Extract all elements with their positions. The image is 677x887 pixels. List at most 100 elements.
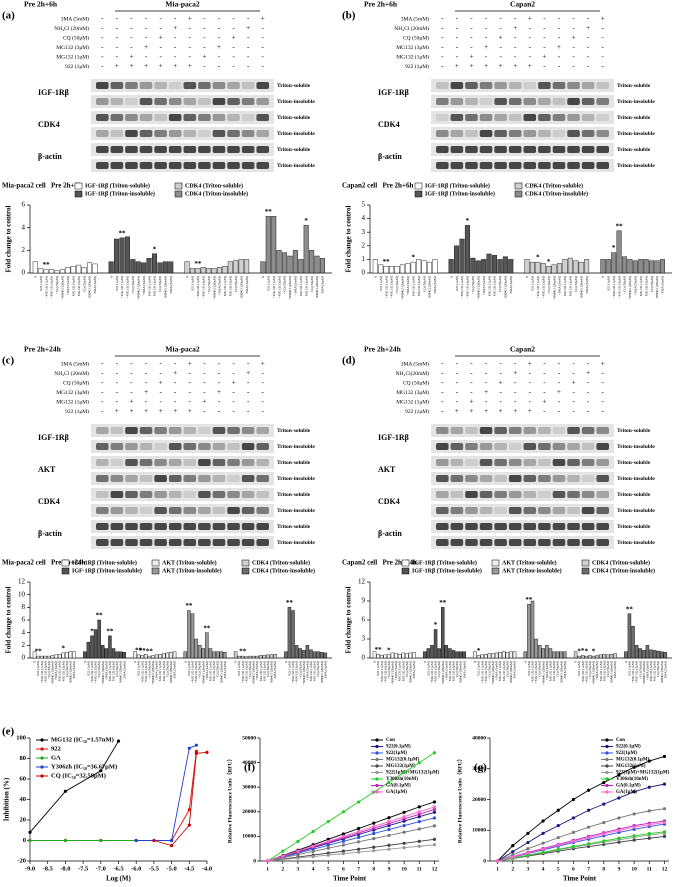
- significance: **: [194, 260, 202, 268]
- category-label: 922 (1μM): [426, 661, 430, 676]
- series-line: [497, 822, 665, 862]
- condition-sign: -: [543, 379, 546, 387]
- point: [402, 815, 406, 819]
- legend-swatch: [401, 567, 410, 575]
- blot-band: [125, 523, 138, 530]
- condition-name: NH₄Cl (20mM): [394, 25, 429, 32]
- point: [357, 826, 361, 831]
- blot-band: [523, 130, 537, 137]
- blot-band: [227, 82, 240, 89]
- bar: [545, 645, 549, 659]
- category-label: CQ (50μM): [234, 276, 238, 292]
- blot-band: [227, 523, 240, 530]
- category-label: +3MA (5mM): [104, 661, 108, 680]
- legend-label: 922(0.1μM): [386, 745, 411, 750]
- category-label: +3MA (5mM): [558, 276, 562, 295]
- legend-marker: [40, 747, 44, 751]
- condition-sign: -: [262, 62, 265, 70]
- y-tick-label: 2: [362, 241, 366, 249]
- condition-sign: -: [145, 53, 148, 61]
- blot-strip: [431, 488, 614, 501]
- blot-band: [508, 539, 522, 546]
- blot-band: [465, 539, 478, 546]
- condition-sign: -: [529, 34, 532, 42]
- condition-sign: -: [558, 379, 561, 387]
- blot-band: [538, 146, 551, 153]
- x-tick-label: 3: [527, 866, 530, 872]
- category-label: NH4Cl (20mM): [579, 276, 583, 298]
- condition-sign: +: [129, 398, 133, 406]
- fraction-label: Triton-soluble: [617, 115, 651, 121]
- blot-band: [552, 98, 566, 105]
- condition-sign: -: [499, 15, 502, 23]
- blot-band: [494, 443, 507, 450]
- legend-label: MG132 (IC₅₀=1.57nM): [51, 736, 114, 743]
- legend-label: GA: [51, 754, 61, 761]
- condition-sign: +: [557, 388, 561, 396]
- blot-band: [581, 523, 595, 530]
- legend-marker: [605, 757, 609, 762]
- series-line: [497, 831, 665, 862]
- blot-strip: [91, 159, 274, 172]
- bar: [397, 654, 402, 659]
- significance: *: [387, 646, 391, 654]
- x-axis-label: Time Point: [563, 875, 597, 883]
- y-axis-label: Fold change to control: [345, 205, 353, 272]
- condition-sign: -: [456, 34, 459, 42]
- legend-label: MG132(0.1μM): [616, 758, 650, 763]
- condition-sign: -: [529, 398, 532, 406]
- condition-name: NH₄Cl (20mM): [54, 25, 89, 32]
- condition-sign: -: [485, 369, 488, 377]
- blot-band: [256, 507, 269, 514]
- condition-sign: -: [543, 62, 546, 70]
- blot-band: [212, 507, 226, 514]
- condition-sign: -: [232, 43, 235, 51]
- bar: [122, 652, 127, 659]
- blot-band: [450, 459, 464, 466]
- condition-sign: -: [159, 398, 162, 406]
- blot-band: [552, 130, 566, 137]
- category-label: 3MA (5mM): [321, 276, 325, 293]
- category-label: +CQ (50μM): [283, 276, 287, 294]
- x-tick-label: 7: [357, 866, 360, 872]
- x-axis-label: Time Point: [333, 875, 367, 883]
- protein-label: β-actin: [38, 152, 62, 161]
- category-label: 922 (1μM): [531, 276, 535, 291]
- condition-sign: -: [514, 388, 517, 396]
- point: [617, 773, 621, 777]
- category-label: +MG132 (3μM): [635, 661, 639, 683]
- condition-sign: +: [455, 62, 459, 70]
- condition-sign: -: [456, 369, 459, 377]
- chart-title: Mia-paca2 cell Pre 2h+6h: [2, 182, 82, 190]
- condition-sign: -: [558, 369, 561, 377]
- x-tick-label: -4.0: [202, 865, 212, 872]
- category-label: +MG132 (1μM): [384, 276, 388, 298]
- bar: [141, 262, 147, 274]
- category-label: 3MA (5mM): [433, 276, 437, 293]
- legend-label: Y306zh(10nM): [616, 777, 648, 782]
- blot-band: [494, 459, 507, 466]
- legend-swatch: [414, 182, 423, 190]
- blot-band: [523, 114, 537, 121]
- bar: [462, 651, 467, 659]
- bar: [552, 651, 556, 659]
- bar: [405, 263, 411, 274]
- legend-marker: [605, 764, 609, 768]
- condition-sign: -: [218, 407, 221, 415]
- series-line: [267, 844, 435, 862]
- blot-band: [256, 427, 269, 434]
- blot-band: [227, 114, 240, 121]
- condition-sign: +: [129, 407, 133, 415]
- condition-sign: +: [528, 360, 532, 368]
- condition-sign: +: [173, 24, 177, 32]
- category-label: +3MA (5mM): [406, 276, 410, 295]
- blot-band: [110, 443, 124, 450]
- legend-swatch: [174, 190, 183, 198]
- category-label: +3MA (5mM): [205, 661, 209, 680]
- condition-sign: -: [470, 24, 473, 32]
- blot-band: [523, 98, 537, 105]
- significance: *: [477, 647, 481, 655]
- category-label: +CQ (50μM): [547, 276, 551, 294]
- y-tick-label: 20000: [242, 809, 256, 815]
- x-tick-label: 2: [511, 866, 514, 872]
